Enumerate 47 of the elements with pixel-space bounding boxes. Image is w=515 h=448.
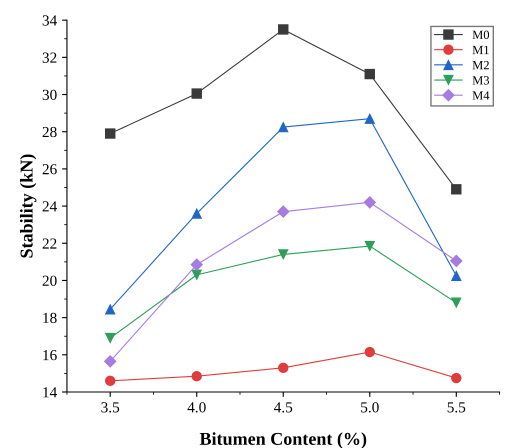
point — [451, 184, 462, 195]
legend-label: M3 — [472, 76, 490, 85]
point — [277, 205, 290, 218]
y-tick-label: 34 — [42, 15, 57, 26]
point — [278, 122, 288, 132]
point — [278, 24, 288, 35]
y-tick-label: 20 — [42, 276, 57, 286]
y-tick-label: 26 — [42, 164, 57, 174]
point — [190, 258, 203, 271]
point — [364, 113, 375, 124]
point — [364, 68, 375, 80]
point — [192, 270, 202, 280]
point — [105, 128, 116, 139]
legend-label: M0 — [472, 30, 490, 40]
y-tick-label: 24 — [42, 201, 57, 212]
point — [192, 370, 202, 382]
point — [364, 196, 376, 209]
legend-label: M2 — [472, 60, 489, 70]
y-tick-label: 18 — [43, 312, 57, 324]
x-tick-label: 4.0 — [187, 402, 206, 413]
point — [278, 249, 288, 260]
point — [104, 355, 116, 368]
x-tick-label: 5.0 — [361, 402, 379, 413]
y-tick-label: 22 — [42, 238, 56, 249]
point — [192, 208, 202, 219]
point — [192, 88, 202, 99]
y-tick-label: 16 — [43, 350, 57, 360]
x-tick-label: 3.5 — [101, 402, 120, 413]
y-tick-label: 28 — [42, 126, 57, 138]
y-tick-label: 32 — [42, 52, 56, 63]
point — [451, 372, 462, 384]
point — [364, 346, 375, 358]
x-tick-label: 5.5 — [448, 402, 466, 413]
y-axis-title: Stability (kN) — [20, 154, 36, 258]
point — [105, 332, 116, 344]
point — [450, 254, 463, 268]
point — [105, 304, 116, 314]
point — [105, 376, 116, 386]
point — [364, 240, 375, 252]
y-tick-label: 30 — [42, 90, 57, 100]
point — [278, 362, 288, 374]
y-tick-label: 14 — [43, 387, 57, 398]
legend-label: M4 — [472, 91, 490, 100]
point — [451, 298, 462, 308]
x-tick-label: 4.5 — [274, 402, 292, 413]
legend-label: M1 — [472, 46, 489, 54]
point — [451, 270, 462, 282]
